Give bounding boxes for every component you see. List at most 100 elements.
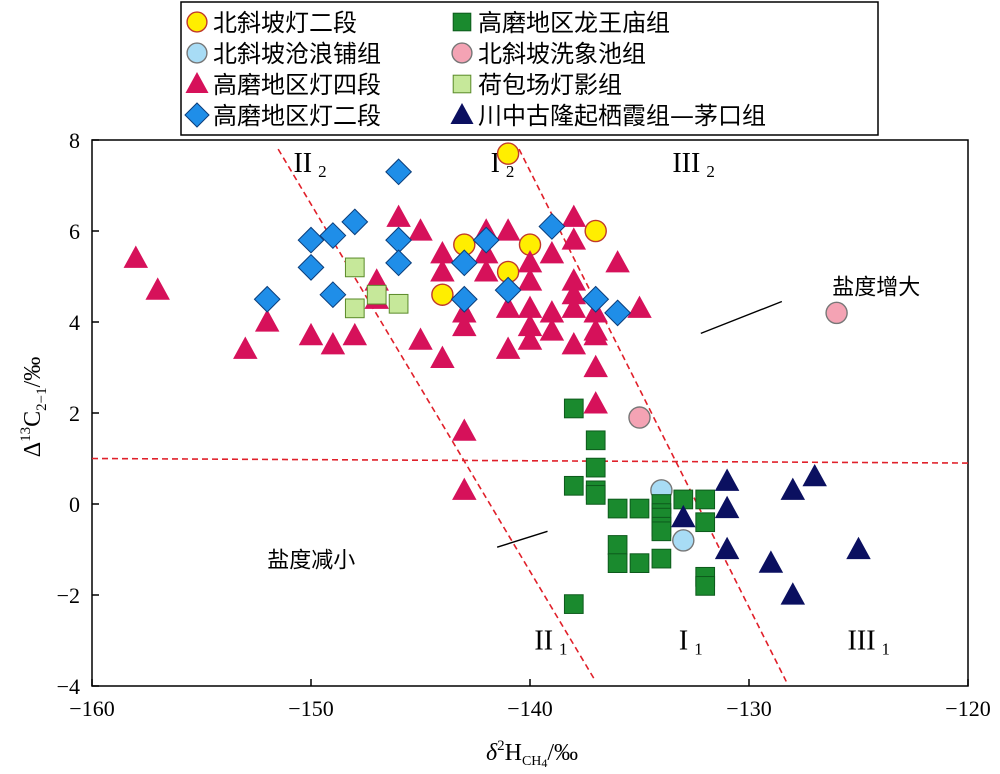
- legend-entry-label: 北斜坡洗象池组: [478, 40, 646, 68]
- region-label: III 1: [848, 626, 890, 659]
- data-point: [253, 285, 281, 313]
- data-point: [320, 332, 346, 355]
- legend-marker: [186, 42, 208, 64]
- series-circle: [431, 142, 607, 306]
- series-square: [563, 398, 716, 614]
- x-axis-label: δ2HCH4/‰: [486, 738, 578, 770]
- legend-entry-label: 高磨地区灯二段: [213, 102, 381, 130]
- annotation-leader-line: [496, 530, 548, 548]
- region-label: III 2: [672, 148, 714, 181]
- data-point: [563, 475, 584, 496]
- data-points: [123, 142, 871, 614]
- data-point: [561, 281, 587, 305]
- dashed-boundary-line: [91, 457, 969, 464]
- data-point: [342, 322, 368, 346]
- data-point: [233, 336, 258, 359]
- data-point: [714, 536, 740, 560]
- data-point: [344, 298, 365, 319]
- axes: −160 −150 −140 −130 −120 −4 −2 0 2 4 6 8: [57, 128, 991, 721]
- data-point: [517, 250, 543, 273]
- data-point: [561, 204, 587, 227]
- y-tick-label: −2: [57, 583, 80, 608]
- data-point: [583, 322, 608, 346]
- data-point: [517, 313, 543, 337]
- x-tick-label: −130: [726, 696, 771, 721]
- plot-area-frame: [91, 139, 969, 687]
- data-point: [341, 208, 369, 236]
- legend-marker: [452, 74, 472, 94]
- region-label: II 2: [293, 148, 326, 181]
- data-point: [607, 553, 628, 573]
- data-point: [561, 268, 587, 291]
- data-point: [450, 249, 478, 277]
- data-point: [450, 285, 478, 313]
- data-point: [605, 250, 630, 273]
- data-point: [585, 457, 606, 478]
- data-point: [561, 332, 587, 355]
- data-point: [846, 536, 871, 560]
- dashed-boundaries: [91, 148, 969, 682]
- annotation-label: 盐度减小: [267, 549, 355, 574]
- data-point: [780, 477, 806, 500]
- data-point: [651, 521, 672, 542]
- data-point: [452, 313, 477, 337]
- x-tick-label: −120: [945, 696, 990, 721]
- data-point: [388, 293, 409, 314]
- data-point: [495, 295, 521, 318]
- data-point: [651, 548, 672, 569]
- annotation-label: 盐度增大: [832, 276, 920, 301]
- data-point: [473, 259, 499, 282]
- data-point: [408, 327, 433, 350]
- data-point: [319, 281, 347, 309]
- data-point: [430, 259, 455, 282]
- y-tick-label: 4: [69, 310, 80, 335]
- data-point: [452, 418, 477, 441]
- series-circle: [650, 479, 695, 552]
- data-point: [539, 300, 565, 323]
- legend-marker: [450, 103, 474, 124]
- data-point: [431, 283, 454, 306]
- data-point: [780, 582, 806, 605]
- x-tick-label: −160: [69, 696, 114, 721]
- data-point: [627, 295, 652, 318]
- legend-entry-label: 高磨地区灯四段: [213, 71, 381, 99]
- data-point: [585, 485, 606, 505]
- data-point: [695, 512, 716, 533]
- data-point: [145, 277, 170, 300]
- y-tick-label: 2: [69, 401, 80, 426]
- data-point: [607, 498, 628, 519]
- legend-marker: [452, 12, 472, 32]
- legend-marker: [185, 72, 209, 93]
- data-point: [604, 299, 632, 327]
- legend-entry-label: 北斜坡沧浪铺组: [213, 40, 381, 68]
- data-point: [430, 241, 455, 264]
- data-point: [561, 295, 587, 318]
- data-point: [472, 226, 500, 254]
- data-point: [517, 268, 543, 291]
- data-point: [385, 249, 413, 277]
- data-point: [297, 253, 325, 281]
- series-diamond: [253, 158, 632, 327]
- data-point: [539, 241, 565, 264]
- data-point: [298, 322, 324, 346]
- legend-entry-label: 川中古隆起栖霞组—茅口组: [478, 102, 766, 130]
- data-point: [758, 550, 784, 573]
- data-point: [517, 295, 543, 318]
- data-point: [539, 318, 565, 341]
- x-tick-label: −140: [507, 696, 552, 721]
- y-axis-label: Δ13C2−1/‰: [18, 357, 50, 458]
- annotation-leader-line: [700, 300, 783, 335]
- legend-entry-label: 北斜坡灯二段: [213, 9, 357, 37]
- data-point: [386, 204, 411, 227]
- data-point: [430, 345, 455, 368]
- data-point: [583, 354, 608, 378]
- y-tick-label: 0: [69, 492, 80, 517]
- y-tick-label: 6: [69, 219, 80, 244]
- data-point: [714, 468, 740, 491]
- region-label: II 1: [534, 626, 567, 659]
